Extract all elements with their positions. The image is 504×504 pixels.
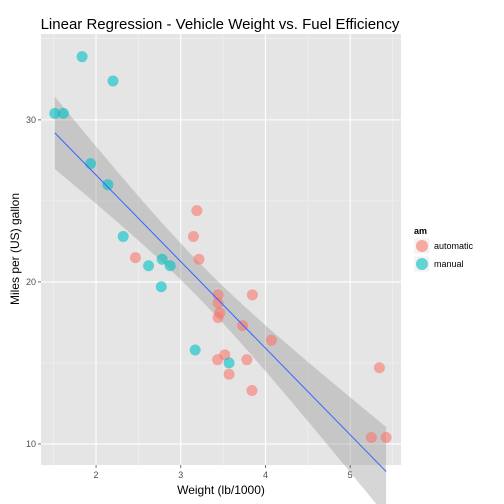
point-manual — [57, 107, 69, 119]
grid-major — [41, 34, 401, 465]
point-manual — [189, 344, 201, 356]
point-manual — [107, 75, 119, 87]
y-tick-label: 20 — [26, 277, 36, 287]
point-manual — [117, 231, 129, 243]
point-automatic — [187, 231, 199, 243]
legend-title: am — [414, 226, 427, 236]
point-automatic — [265, 334, 277, 346]
y-tick-label: 30 — [26, 115, 36, 125]
point-automatic — [193, 253, 205, 265]
x-tick-label: 3 — [178, 470, 183, 480]
legend-label-manual: manual — [434, 259, 464, 269]
legend-label-automatic: automatic — [434, 241, 474, 251]
y-tick-label: 10 — [26, 439, 36, 449]
point-manual — [49, 107, 61, 119]
chart-title: Linear Regression - Vehicle Weight vs. F… — [41, 16, 400, 33]
regression-line — [54, 132, 387, 472]
x-tick-label: 2 — [94, 470, 99, 480]
point-automatic — [237, 320, 249, 332]
legend: am automatic manual — [413, 226, 474, 273]
point-manual — [85, 158, 97, 170]
point-manual — [223, 357, 235, 369]
point-manual — [164, 260, 176, 272]
point-automatic — [365, 431, 377, 443]
point-automatic — [212, 312, 224, 324]
point-automatic — [223, 368, 235, 380]
x-tick-label: 5 — [348, 470, 353, 480]
axis-ticks: 2 3 4 5 10 20 30 — [26, 115, 353, 480]
point-manual — [143, 260, 155, 272]
y-axis-title: Miles per (US) gallon — [8, 193, 22, 305]
regression-line-layer — [54, 132, 387, 472]
point-automatic — [212, 289, 224, 301]
point-automatic — [380, 431, 392, 443]
legend-marker-manual — [416, 258, 428, 270]
point-automatic — [212, 354, 224, 366]
point-automatic — [241, 354, 253, 366]
points-layer — [49, 51, 392, 443]
point-automatic — [246, 384, 258, 396]
point-manual — [102, 179, 114, 191]
x-tick-label: 4 — [263, 470, 268, 480]
point-automatic — [246, 289, 258, 301]
point-manual — [156, 253, 168, 265]
point-automatic — [129, 252, 141, 264]
point-manual — [76, 51, 88, 63]
point-automatic — [191, 205, 203, 217]
point-automatic — [212, 297, 224, 309]
x-axis-title: Weight (lb/1000) — [177, 483, 265, 497]
legend-marker-automatic — [416, 240, 428, 252]
point-manual — [155, 281, 167, 293]
plot-panel — [41, 34, 401, 465]
point-automatic — [373, 362, 385, 374]
